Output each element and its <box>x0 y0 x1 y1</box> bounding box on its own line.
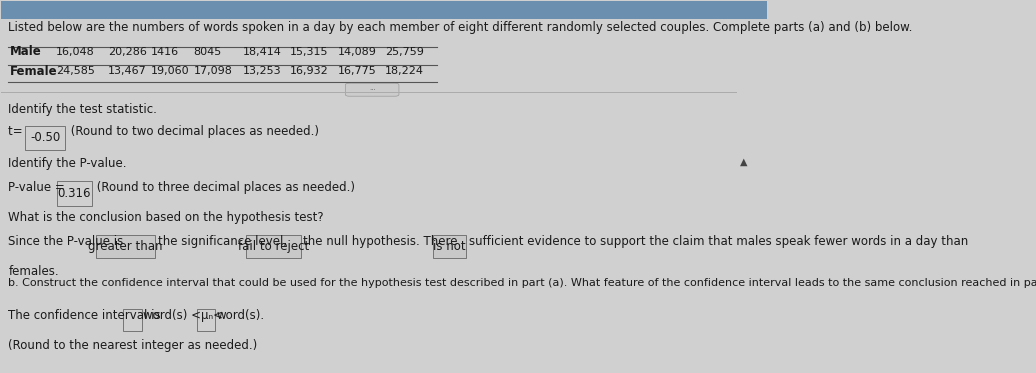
Text: females.: females. <box>8 265 59 278</box>
Text: 13,467: 13,467 <box>108 66 147 76</box>
Text: 8045: 8045 <box>194 47 222 57</box>
Text: 18,224: 18,224 <box>385 66 424 76</box>
FancyBboxPatch shape <box>1 1 767 19</box>
Text: 16,932: 16,932 <box>290 66 329 76</box>
Text: 17,098: 17,098 <box>194 66 232 76</box>
FancyBboxPatch shape <box>25 126 65 150</box>
Text: Identify the test statistic.: Identify the test statistic. <box>8 103 157 116</box>
FancyBboxPatch shape <box>246 235 300 258</box>
Text: greater than: greater than <box>88 240 163 253</box>
Text: 25,759: 25,759 <box>385 47 424 57</box>
Text: Male: Male <box>10 46 41 59</box>
Text: b. Construct the confidence interval that could be used for the hypothesis test : b. Construct the confidence interval tha… <box>8 278 1036 288</box>
FancyBboxPatch shape <box>433 235 466 258</box>
FancyBboxPatch shape <box>95 235 155 258</box>
Text: 13,253: 13,253 <box>242 66 282 76</box>
Text: What is the conclusion based on the hypothesis test?: What is the conclusion based on the hypo… <box>8 211 324 224</box>
Text: word(s) <μₙ<: word(s) <μₙ< <box>143 309 223 322</box>
Text: Female: Female <box>10 65 58 78</box>
Text: Since the P-value is: Since the P-value is <box>8 235 127 248</box>
Text: ▲: ▲ <box>740 157 747 167</box>
Text: P-value =: P-value = <box>8 181 68 194</box>
Text: -0.50: -0.50 <box>30 131 60 144</box>
Text: (Round to the nearest integer as needed.): (Round to the nearest integer as needed.… <box>8 339 258 352</box>
Text: word(s).: word(s). <box>217 309 265 322</box>
Text: 0.316: 0.316 <box>57 187 91 200</box>
Text: the significance level,: the significance level, <box>157 235 287 248</box>
Text: The confidence interval is: The confidence interval is <box>8 309 161 322</box>
Text: ···: ··· <box>369 87 375 93</box>
Text: sufficient evidence to support the claim that males speak fewer words in a day t: sufficient evidence to support the claim… <box>468 235 968 248</box>
Text: (Round to three decimal places as needed.): (Round to three decimal places as needed… <box>92 181 354 194</box>
Text: 19,060: 19,060 <box>151 66 190 76</box>
Text: Listed below are the numbers of words spoken in a day by each member of eight di: Listed below are the numbers of words sp… <box>8 21 913 34</box>
Text: 16,775: 16,775 <box>338 66 376 76</box>
Text: (Round to two decimal places as needed.): (Round to two decimal places as needed.) <box>66 125 318 138</box>
Text: 16,048: 16,048 <box>56 47 94 57</box>
FancyBboxPatch shape <box>345 83 399 96</box>
FancyBboxPatch shape <box>197 309 215 331</box>
Text: fail to reject: fail to reject <box>237 240 309 253</box>
FancyBboxPatch shape <box>57 181 92 206</box>
Text: 15,315: 15,315 <box>290 47 328 57</box>
Text: 20,286: 20,286 <box>108 47 147 57</box>
Text: 1416: 1416 <box>151 47 179 57</box>
Text: 18,414: 18,414 <box>242 47 282 57</box>
Text: 14,089: 14,089 <box>338 47 376 57</box>
FancyBboxPatch shape <box>123 309 142 331</box>
Text: the null hypothesis. There: the null hypothesis. There <box>304 235 458 248</box>
Text: Identify the P-value.: Identify the P-value. <box>8 157 126 170</box>
Text: 24,585: 24,585 <box>56 66 94 76</box>
Text: t=: t= <box>8 125 27 138</box>
Text: is not: is not <box>433 240 466 253</box>
